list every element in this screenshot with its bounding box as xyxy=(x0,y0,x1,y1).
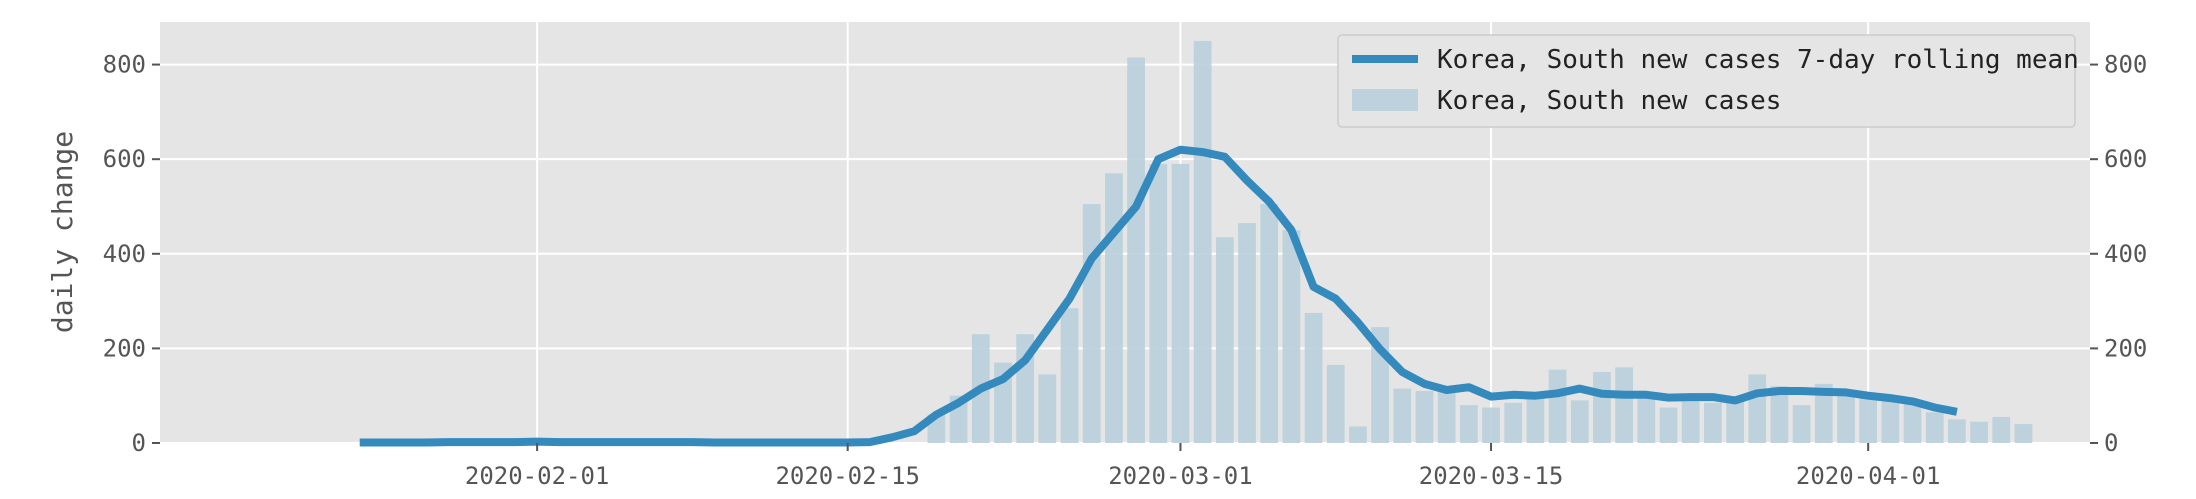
bar xyxy=(1526,398,1545,443)
right-axis: 0 200 400 600 800 xyxy=(2090,51,2147,457)
bar xyxy=(1837,395,1855,443)
series-line-rolling-mean xyxy=(359,145,1958,447)
y-axis-label: daily change xyxy=(46,131,79,333)
left-axis: 0 200 400 600 800 xyxy=(103,51,160,457)
bar xyxy=(1748,374,1767,443)
bars xyxy=(927,40,2033,444)
bar xyxy=(1970,421,1988,443)
bar xyxy=(1704,402,1722,443)
bar xyxy=(1326,364,1345,443)
bar xyxy=(1814,383,1833,443)
legend: Korea, South new cases 7-day rolling mea… xyxy=(1337,34,2079,128)
x-tick-label: 2020-04-01 xyxy=(1796,462,1941,490)
x-tick-label: 2020-02-15 xyxy=(775,462,920,490)
bar xyxy=(1925,412,1944,443)
y-tick-label: 400 xyxy=(103,240,146,268)
bar xyxy=(1038,374,1057,443)
bar xyxy=(1859,398,1878,443)
legend-entry-rolling-mean: Korea, South new cases 7-day rolling mea… xyxy=(1437,45,2079,75)
bar xyxy=(1992,416,2011,443)
bar xyxy=(1770,386,1789,443)
y-tick-label: 0 xyxy=(132,429,146,457)
legend-entry-new-cases: Korea, South new cases xyxy=(1437,86,1781,116)
bar xyxy=(1548,369,1567,443)
bar xyxy=(1948,419,1966,443)
x-axis: 2020-02-01 2020-02-15 2020-03-01 2020-03-15… xyxy=(465,443,1941,490)
bar xyxy=(1881,400,1900,443)
y-tick-label: 200 xyxy=(103,334,146,362)
bar xyxy=(1482,407,1500,443)
bar xyxy=(1903,400,1922,443)
bar xyxy=(1171,163,1190,444)
bar xyxy=(1127,57,1145,443)
y-tick-label-right: 800 xyxy=(2104,51,2147,79)
bar xyxy=(1437,390,1456,443)
bar xyxy=(1193,40,1212,443)
bar xyxy=(1637,395,1656,443)
bar xyxy=(1593,372,1611,443)
y-tick-label: 600 xyxy=(103,145,146,173)
bar xyxy=(1726,400,1744,443)
bar xyxy=(1304,312,1323,443)
bar xyxy=(1282,230,1301,443)
bar xyxy=(1060,308,1079,443)
bar xyxy=(1615,367,1634,443)
bar xyxy=(1659,407,1678,443)
bar xyxy=(1105,173,1123,443)
bar xyxy=(1393,388,1412,443)
y-tick-label-right: 400 xyxy=(2104,240,2147,268)
bar xyxy=(1792,405,1811,443)
y-tick-label-right: 600 xyxy=(2104,145,2147,173)
bar xyxy=(1215,237,1234,443)
bar xyxy=(1415,390,1434,443)
bar xyxy=(1459,405,1478,443)
y-tick-label: 800 xyxy=(103,51,146,79)
bar xyxy=(1681,395,1700,443)
bar xyxy=(1349,426,1367,443)
x-tick-label: 2020-03-15 xyxy=(1419,462,1564,490)
x-tick-label: 2020-02-01 xyxy=(465,462,610,490)
bar xyxy=(1238,223,1256,443)
legend-box xyxy=(1337,34,2076,128)
x-tick-label: 2020-03-01 xyxy=(1108,462,1253,490)
bar xyxy=(1260,204,1279,443)
y-tick-label-right: 200 xyxy=(2104,334,2147,362)
legend-bar-swatch xyxy=(1352,89,1418,111)
bar xyxy=(1082,204,1101,443)
y-tick-label-right: 0 xyxy=(2104,429,2118,457)
bar xyxy=(1149,163,1168,444)
bar xyxy=(2014,424,2033,443)
bar xyxy=(1504,402,1523,443)
bar xyxy=(1570,400,1589,443)
